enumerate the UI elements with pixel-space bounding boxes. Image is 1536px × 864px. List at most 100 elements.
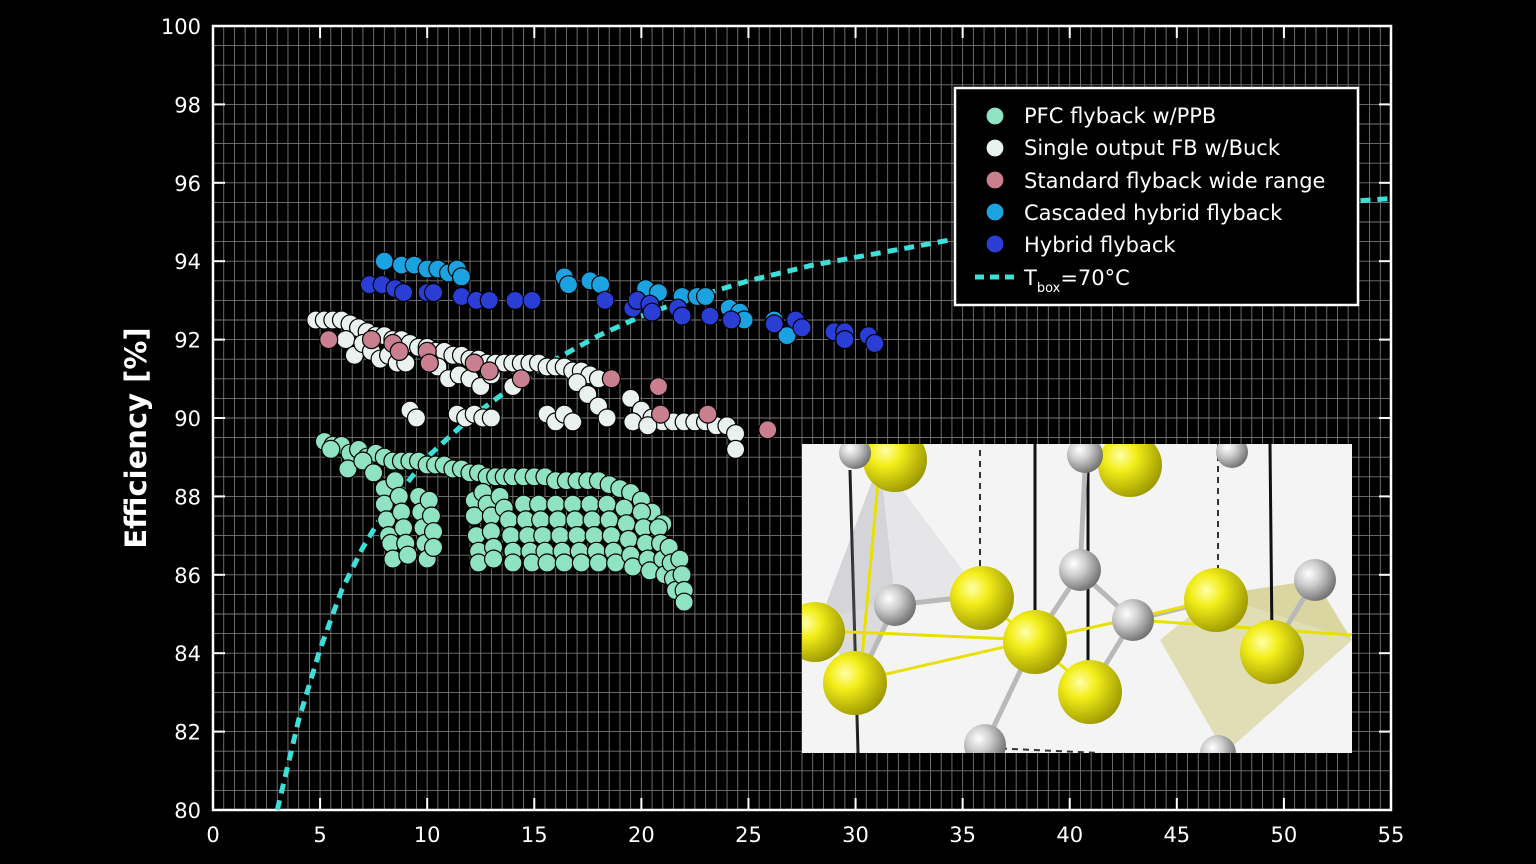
legend-label-cascaded-hybrid-flyback: Cascaded hybrid flyback xyxy=(1024,201,1283,225)
legend-marker-single-output-fb xyxy=(985,138,1005,158)
data-point-hybrid-flyback xyxy=(479,290,499,310)
data-point-cascaded-hybrid-flyback xyxy=(558,275,579,295)
legend-label-pfc-flyback: PFC flyback w/PPB xyxy=(1024,104,1216,128)
data-point-pfc-flyback xyxy=(567,525,587,546)
data-point-cascaded-hybrid-flyback xyxy=(777,326,797,346)
legend-marker-standard-flyback xyxy=(985,170,1005,190)
data-point-pfc-flyback xyxy=(670,549,690,569)
legend-item-standard-flyback: Standard flyback wide range xyxy=(985,169,1325,193)
data-point-pfc-flyback xyxy=(531,510,551,530)
data-point-cascaded-hybrid-flyback xyxy=(591,275,611,295)
data-point-standard-flyback xyxy=(319,330,339,350)
data-point-pfc-flyback xyxy=(389,486,409,506)
x-axis-ticks: 0 5 10 15 20 25 30 35 40 45 50 55 xyxy=(206,26,1404,847)
data-point-hybrid-flyback xyxy=(394,283,414,303)
data-point-pfc-flyback xyxy=(419,490,439,510)
data-points xyxy=(306,251,885,612)
data-point-hybrid-flyback xyxy=(424,283,444,303)
x-tick-label: 5 xyxy=(313,823,326,847)
data-point-pfc-flyback xyxy=(582,510,602,530)
data-point-single-output-fb xyxy=(563,412,583,432)
y-tick-label: 86 xyxy=(174,564,201,588)
x-tick-label: 20 xyxy=(628,823,655,847)
data-point-pfc-flyback xyxy=(546,494,566,514)
data-point-hybrid-flyback xyxy=(672,306,692,326)
y-tick-label: 84 xyxy=(174,642,201,666)
legend-label-hybrid-flyback: Hybrid flyback xyxy=(1024,233,1176,257)
data-point-pfc-flyback xyxy=(597,494,617,514)
data-point-single-output-fb xyxy=(597,408,617,428)
data-point-pfc-flyback xyxy=(631,502,652,522)
legend-item-pfc-flyback: PFC flyback w/PPB xyxy=(985,104,1216,128)
x-tick-label: 25 xyxy=(735,823,762,847)
legend: PFC flyback w/PPB Single output FB w/Buc… xyxy=(953,86,1360,307)
data-point-pfc-flyback xyxy=(672,565,692,585)
data-point-standard-flyback xyxy=(511,369,532,389)
data-point-pfc-flyback xyxy=(385,471,405,491)
legend-item-hybrid-flyback: Hybrid flyback xyxy=(985,233,1176,257)
data-point-single-output-fb xyxy=(725,439,746,459)
data-point-pfc-flyback xyxy=(424,537,444,558)
legend-label-standard-flyback: Standard flyback wide range xyxy=(1024,169,1325,193)
data-point-standard-flyback xyxy=(361,330,382,350)
x-tick-label: 30 xyxy=(842,823,869,847)
data-point-single-output-fb xyxy=(336,330,356,350)
data-point-hybrid-flyback xyxy=(522,290,542,310)
legend-marker-hybrid-flyback xyxy=(985,234,1005,254)
data-point-pfc-flyback xyxy=(588,553,609,573)
data-point-pfc-flyback xyxy=(338,459,358,479)
data-point-standard-flyback xyxy=(464,353,484,373)
data-point-single-output-fb xyxy=(638,416,658,436)
y-tick-label: 96 xyxy=(174,172,201,196)
y-tick-label: 88 xyxy=(174,485,201,509)
data-point-hybrid-flyback xyxy=(764,314,784,334)
data-point-standard-flyback xyxy=(650,404,671,424)
y-tick-label: 98 xyxy=(174,93,201,117)
legend-item-cascaded-hybrid-flyback: Cascaded hybrid flyback xyxy=(985,201,1283,225)
legend-label-single-output-fb: Single output FB w/Buck xyxy=(1024,136,1281,160)
series-single-output-fb xyxy=(306,310,746,459)
data-point-hybrid-flyback xyxy=(505,290,525,310)
y-tick-label: 90 xyxy=(174,407,201,431)
data-point-single-output-fb xyxy=(406,408,427,428)
data-point-pfc-flyback xyxy=(674,592,694,612)
data-point-pfc-flyback xyxy=(321,439,341,459)
data-point-pfc-flyback xyxy=(533,525,553,546)
legend-marker-cascaded-hybrid-flyback xyxy=(985,202,1005,222)
legend-marker-pfc-flyback xyxy=(985,106,1005,126)
x-tick-label: 50 xyxy=(1271,823,1298,847)
series-standard-flyback xyxy=(319,330,778,440)
data-point-pfc-flyback xyxy=(616,514,637,534)
y-tick-label: 100 xyxy=(161,15,201,39)
data-point-pfc-flyback xyxy=(601,525,622,546)
data-point-pfc-flyback xyxy=(565,510,585,530)
legend-item-tbox-curve: Tbox=70°C xyxy=(975,266,1130,296)
series-hybrid-flyback xyxy=(359,275,885,354)
data-point-pfc-flyback xyxy=(398,545,418,565)
data-point-pfc-flyback xyxy=(571,553,592,573)
data-point-pfc-flyback xyxy=(537,553,557,573)
y-tick-label: 80 xyxy=(174,799,201,823)
data-point-pfc-flyback xyxy=(481,522,501,542)
data-point-standard-flyback xyxy=(698,404,718,424)
data-point-hybrid-flyback xyxy=(595,290,615,310)
data-point-pfc-flyback xyxy=(548,510,568,530)
y-tick-label: 94 xyxy=(174,250,201,274)
x-tick-label: 0 xyxy=(206,823,219,847)
x-tick-label: 15 xyxy=(521,823,548,847)
x-tick-label: 35 xyxy=(949,823,976,847)
crystal-structure-inset xyxy=(802,444,1352,753)
data-point-hybrid-flyback xyxy=(865,333,885,354)
data-point-pfc-flyback xyxy=(501,525,521,546)
data-point-standard-flyback xyxy=(758,420,778,440)
data-point-pfc-flyback xyxy=(550,525,570,546)
data-point-standard-flyback xyxy=(601,369,622,389)
data-point-cascaded-hybrid-flyback xyxy=(374,251,394,271)
data-point-hybrid-flyback xyxy=(792,318,812,338)
data-point-pfc-flyback xyxy=(484,549,504,569)
data-point-cascaded-hybrid-flyback xyxy=(695,286,716,307)
data-point-pfc-flyback xyxy=(528,494,549,514)
data-point-standard-flyback xyxy=(648,377,669,397)
data-point-pfc-flyback xyxy=(554,553,574,573)
